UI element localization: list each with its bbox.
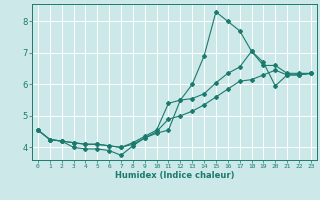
X-axis label: Humidex (Indice chaleur): Humidex (Indice chaleur) — [115, 171, 234, 180]
